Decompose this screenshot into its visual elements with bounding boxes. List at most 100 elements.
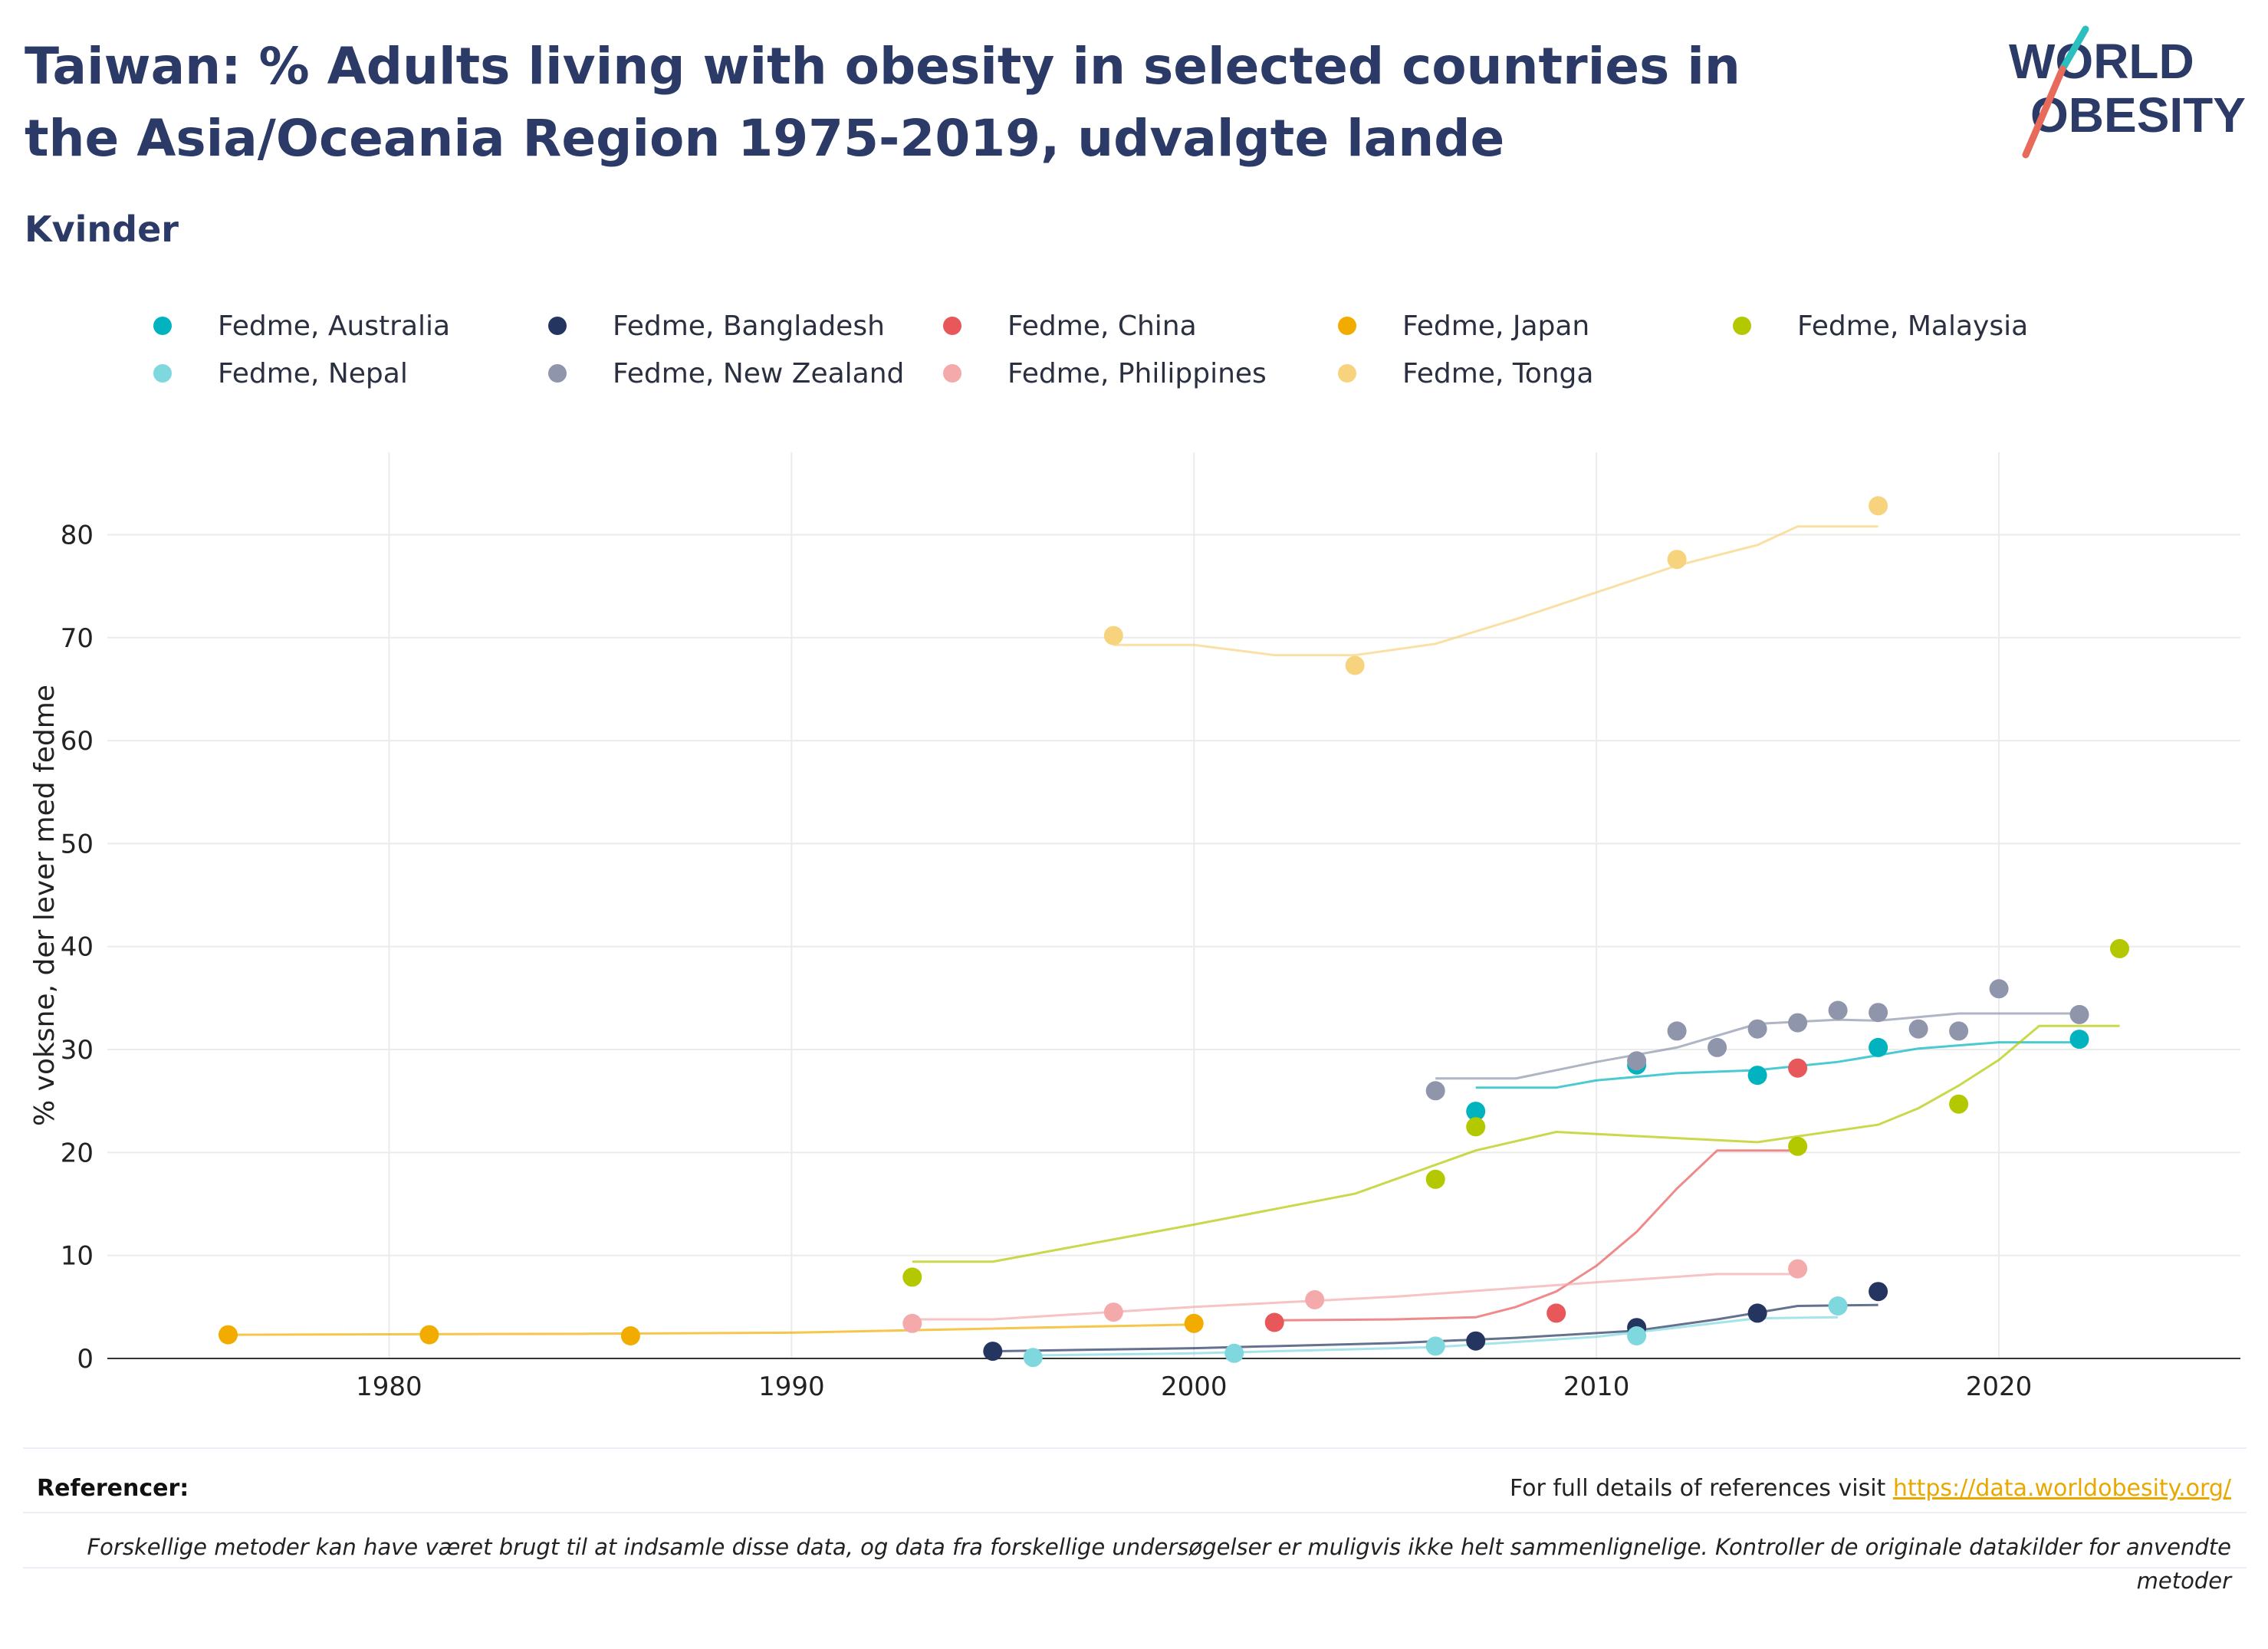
data-point xyxy=(1425,1081,1445,1101)
y-tick-label: 70 xyxy=(61,623,94,654)
y-tick-label: 40 xyxy=(61,932,94,963)
chart-title: Taiwan: % Adults living with obesity in … xyxy=(25,37,1740,168)
data-point xyxy=(1869,1003,1888,1023)
x-tick-label: 2000 xyxy=(1161,1371,1228,1402)
chart-subtitle: Kvinder xyxy=(25,209,179,250)
data-point xyxy=(1788,1013,1808,1033)
methodology-note: Forskellige metoder kan have været brugt… xyxy=(87,1534,2231,1594)
data-point xyxy=(1425,1169,1445,1189)
legend-label: Fedme, New Zealand xyxy=(613,357,905,389)
data-point xyxy=(1869,1282,1888,1302)
legend-label: Fedme, Japan xyxy=(1402,310,1590,342)
data-point xyxy=(2069,1004,2089,1024)
trend-line xyxy=(1113,525,1878,657)
data-point xyxy=(1949,1094,1969,1114)
data-point xyxy=(1869,1037,1888,1057)
trend-line xyxy=(1033,1316,1839,1357)
data-point xyxy=(1305,1289,1325,1309)
data-point xyxy=(1425,1336,1445,1356)
references-link[interactable]: https://data.worldobesity.org/ xyxy=(1892,1475,2231,1502)
legend-label: Fedme, Malaysia xyxy=(1797,310,2029,342)
data-point xyxy=(1103,1302,1123,1322)
chart-legend: Fedme, Australia Fedme, Bangladesh Fedme, … xyxy=(153,303,2147,402)
data-point xyxy=(1184,1313,1204,1333)
data-point xyxy=(1708,1037,1727,1057)
data-point xyxy=(1627,1326,1647,1345)
references-text: For full details of references visit htt… xyxy=(1510,1475,2231,1502)
y-tick-label: 20 xyxy=(61,1138,94,1168)
legend-item[interactable]: Fedme, Malaysia xyxy=(1733,303,2028,349)
trend-line xyxy=(228,1323,1195,1336)
chart-plot: 1980 1990 2000 2010 2020 0 10 20 30 40 50 60 70 80 % v… xyxy=(29,452,2240,1402)
data-point xyxy=(983,1342,1003,1362)
data-point xyxy=(1627,1051,1647,1071)
footer-rule-top xyxy=(23,1447,2247,1449)
legend-label: Fedme, Philippines xyxy=(1007,357,1267,389)
legend-item[interactable]: Fedme, Philippines xyxy=(943,350,1267,396)
y-tick-label: 50 xyxy=(61,829,94,859)
legend-label: Fedme, Australia xyxy=(218,310,451,342)
data-point xyxy=(1466,1102,1486,1122)
trend-line xyxy=(912,1024,2120,1263)
legend-marker xyxy=(1338,364,1356,383)
legend-marker xyxy=(548,317,567,335)
legend-marker xyxy=(943,317,961,335)
data-point xyxy=(1224,1343,1244,1363)
legend-item[interactable]: Fedme, Japan xyxy=(1338,303,1589,349)
data-point xyxy=(1747,1019,1767,1039)
legend-item[interactable]: Fedme, Nepal xyxy=(153,350,408,396)
data-point xyxy=(902,1313,922,1333)
legend-label: Fedme, Tonga xyxy=(1402,357,1594,389)
y-tick-label: 0 xyxy=(77,1344,94,1375)
data-point xyxy=(1547,1303,1566,1323)
x-tick-label: 1980 xyxy=(356,1371,422,1402)
data-point xyxy=(1908,1019,1928,1039)
legend-label: Fedme, Nepal xyxy=(218,357,408,389)
data-point xyxy=(1747,1066,1767,1086)
y-tick-label: 10 xyxy=(61,1241,94,1272)
x-tick-label: 2010 xyxy=(1563,1371,1630,1402)
legend-label: Fedme, China xyxy=(1007,310,1197,342)
data-point xyxy=(1023,1348,1043,1368)
data-point xyxy=(1869,496,1888,516)
data-point xyxy=(1788,1058,1808,1078)
legend-label: Fedme, Bangladesh xyxy=(613,310,885,342)
y-tick-label: 80 xyxy=(61,520,94,550)
logo-slash-red xyxy=(2022,65,2066,159)
data-point xyxy=(219,1325,238,1345)
data-point xyxy=(2069,1030,2089,1050)
footer-rule-middle xyxy=(23,1512,2247,1513)
legend-marker xyxy=(1338,317,1356,335)
data-point xyxy=(1466,1331,1486,1351)
legend-marker xyxy=(153,317,172,335)
trend-line xyxy=(1274,1149,1798,1322)
data-point xyxy=(902,1267,922,1287)
data-point xyxy=(1747,1303,1767,1323)
y-tick-label: 30 xyxy=(61,1035,94,1066)
legend-item[interactable]: Fedme, Bangladesh xyxy=(548,303,885,349)
data-point xyxy=(1345,655,1365,675)
data-point xyxy=(1466,1117,1486,1137)
legend-marker xyxy=(943,364,961,383)
legend-marker xyxy=(153,364,172,383)
trend-line xyxy=(912,1273,1798,1321)
world-obesity-logo: WORLD OBESITY xyxy=(2009,25,2246,159)
y-axis-title: % voksne, der lever med fedme xyxy=(29,685,61,1126)
legend-item[interactable]: Fedme, China xyxy=(943,303,1197,349)
data-point xyxy=(1989,979,2009,999)
footer-rule-bottom xyxy=(23,1567,2247,1569)
data-point xyxy=(1667,550,1687,570)
data-point xyxy=(1103,626,1123,645)
references-prefix: For full details of references visit xyxy=(1509,1475,1893,1502)
logo-line1: WORLD xyxy=(2009,34,2194,89)
legend-item[interactable]: Fedme, New Zealand xyxy=(548,350,904,396)
legend-marker xyxy=(1733,317,1751,335)
data-point xyxy=(419,1325,439,1345)
logo-line2: OBESITY xyxy=(2030,87,2246,143)
legend-item[interactable]: Fedme, Australia xyxy=(153,303,450,349)
x-tick-label: 1990 xyxy=(758,1371,825,1402)
legend-marker xyxy=(548,364,567,383)
legend-item[interactable]: Fedme, Tonga xyxy=(1338,350,1593,396)
logo-slash-teal xyxy=(2059,25,2089,73)
data-point xyxy=(1264,1312,1284,1332)
